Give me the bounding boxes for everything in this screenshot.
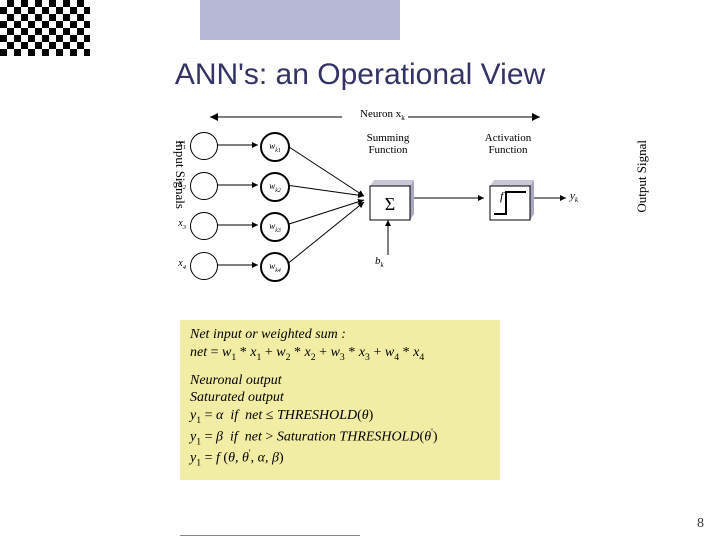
decorative-underline: [180, 535, 360, 536]
formula-l7: y1 = f (θ, θ', α, β): [190, 448, 490, 470]
formula-l2: net = w1 * x1 + w2 * x2 + w3 * x3 + w4 *…: [190, 344, 490, 364]
input-node-1: [190, 132, 218, 160]
summing-label: Summing Function: [348, 132, 428, 156]
input-node-3: [190, 212, 218, 240]
weight-node-1: wk1: [260, 132, 290, 162]
input-label-x4: x4: [170, 258, 186, 271]
output-label: yk: [570, 190, 578, 204]
formula-l3: Neuronal output: [190, 372, 490, 390]
formula-box: Net input or weighted sum : net = w1 * x…: [180, 320, 500, 480]
page-number: 8: [697, 516, 704, 532]
formula-l6: y1 = β if net > Saturation THRESHOLD(θ'): [190, 427, 490, 449]
decorative-checker: [0, 0, 90, 56]
sigma-box: Σ: [366, 180, 410, 216]
svg-text:Σ: Σ: [385, 194, 395, 214]
decorative-top-bar: [200, 0, 400, 40]
bias-label: bk: [375, 255, 384, 269]
input-node-2: [190, 172, 218, 200]
formula-l5: y1 = α if net ≤ THRESHOLD(θ): [190, 407, 490, 427]
weight-node-4: wk4: [260, 252, 290, 282]
formula-l4: Saturated output: [190, 389, 490, 407]
weight-node-3: wk3: [260, 212, 290, 242]
formula-l1: Net input or weighted sum :: [190, 326, 490, 344]
input-label-x3: x3: [170, 218, 186, 231]
input-label-x1: x1: [170, 138, 186, 151]
slide-title: ANN's: an Operational View: [0, 58, 720, 92]
activation-label: Activation Function: [468, 132, 548, 156]
neuron-diagram: Neuron xk Input Signals Output Signal x1…: [80, 110, 640, 310]
activation-box: f: [486, 180, 530, 216]
weight-node-2: wk2: [260, 172, 290, 202]
input-label-x2: x2: [170, 178, 186, 191]
input-node-4: [190, 252, 218, 280]
